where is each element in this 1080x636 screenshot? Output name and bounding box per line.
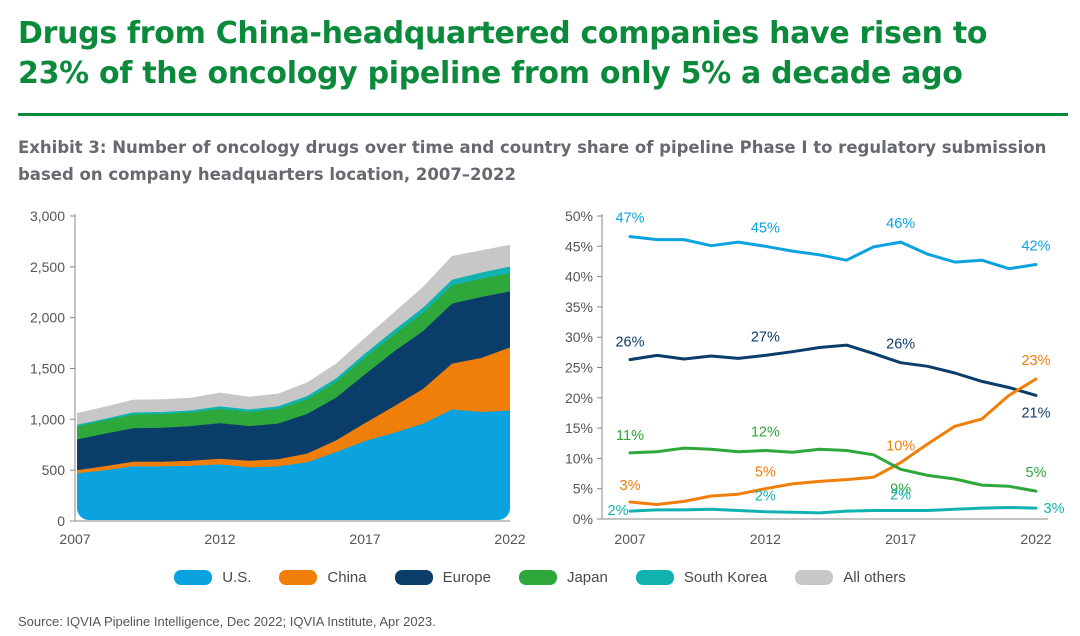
y-tick-label: 15% (565, 420, 593, 436)
data-label-us: 45% (751, 220, 780, 236)
y-tick-label: 1,000 (30, 411, 65, 427)
exhibit-subtitle: Exhibit 3: Number of oncology drugs over… (18, 138, 1047, 184)
y-tick-label: 50% (565, 208, 593, 224)
y-tick-label: 3,000 (30, 208, 65, 224)
x-tick-label: 2022 (494, 531, 525, 547)
data-label-korea: 2% (890, 488, 911, 504)
y-tick-label: 0% (573, 511, 593, 527)
x-tick-label: 2017 (885, 531, 916, 547)
legend-label: U.S. (222, 568, 252, 586)
y-tick-label: 25% (565, 360, 593, 376)
legend-swatch (279, 569, 318, 585)
line-china (628, 377, 1038, 506)
x-tick-label: 2022 (1020, 531, 1051, 547)
y-tick-label: 500 (42, 462, 66, 478)
data-label-japan: 9% (890, 481, 911, 497)
data-label-europe: 27% (751, 329, 780, 345)
data-label-japan: 5% (1026, 465, 1047, 481)
legend-label: Europe (442, 568, 491, 586)
data-label-europe: 26% (615, 335, 644, 351)
legend-swatch (635, 569, 674, 585)
legend-item-japan: Japan (518, 568, 608, 586)
headline-rule (18, 113, 1068, 116)
legend-swatch (518, 569, 557, 585)
data-label-china: 23% (1021, 353, 1050, 369)
data-label-us: 42% (1021, 238, 1050, 254)
y-tick-label: 1,500 (30, 361, 65, 377)
data-label-china: 5% (755, 465, 776, 481)
legend-item-china: China (279, 568, 367, 586)
x-tick-label: 2012 (750, 531, 781, 547)
area-layers (77, 244, 510, 520)
y-tick-label: 2,000 (30, 310, 65, 326)
x-tick-label: 2007 (59, 531, 90, 547)
data-label-us: 47% (615, 211, 644, 227)
x-tick-label: 2007 (614, 531, 645, 547)
line-us (628, 235, 1038, 271)
data-label-korea: 3% (1044, 501, 1065, 517)
x-tick-label: 2017 (349, 531, 380, 547)
data-label-japan: 11% (616, 428, 644, 444)
legend-label: Japan (566, 568, 608, 586)
legend: U.S. China Europe Japan South Korea All other… (0, 562, 1080, 592)
data-label-europe: 26% (886, 337, 915, 353)
line-japan (628, 446, 1038, 493)
data-label-europe: 21% (1021, 405, 1050, 421)
data-label-china: 10% (886, 439, 915, 455)
stacked-area-chart: 0 500 1,000 1,500 2,000 2,500 3,000 2007 2012 201… (30, 208, 526, 547)
y-tick-label: 45% (565, 238, 593, 254)
y-tick-label: 10% (565, 450, 593, 466)
share-line-chart: 0% 5% 10% 15% 20% 25% 30% 35% 40% 45% 50% 2007 2012 2… (565, 208, 1065, 547)
y-tick-label: 35% (565, 299, 593, 315)
y-tick-label: 5% (573, 481, 593, 497)
legend-swatch (394, 569, 433, 585)
x-tick-label: 2012 (204, 531, 235, 547)
y-tick-label: 30% (565, 329, 593, 345)
y-tick-label: 40% (565, 269, 593, 285)
legend-item-us: U.S. (174, 569, 251, 586)
y-tick-label: 2,500 (30, 259, 65, 275)
data-label-korea: 2% (608, 503, 629, 519)
legend-item-europe: Europe (394, 568, 491, 586)
y-tick-label: 0 (57, 513, 65, 529)
legend-label: South Korea (683, 568, 768, 586)
legend-swatch (174, 569, 213, 585)
line-korea (628, 506, 1038, 515)
data-label-china: 3% (620, 478, 641, 494)
legend-label: China (327, 568, 367, 586)
legend-item-others: All others (795, 569, 906, 586)
y-tick-label: 20% (565, 390, 593, 406)
legend-item-korea: South Korea (635, 568, 768, 586)
legend-swatch (795, 569, 834, 585)
area-others (77, 244, 510, 426)
headline: Drugs from China-headquartered companies… (18, 16, 988, 91)
line-europe (628, 343, 1038, 397)
data-label-japan: 12% (751, 425, 780, 441)
data-label-korea: 2% (755, 489, 776, 505)
legend-label: All others (843, 568, 906, 586)
data-label-us: 46% (886, 216, 915, 232)
source-note: Source: IQVIA Pipeline Intelligence, Dec… (18, 614, 436, 629)
